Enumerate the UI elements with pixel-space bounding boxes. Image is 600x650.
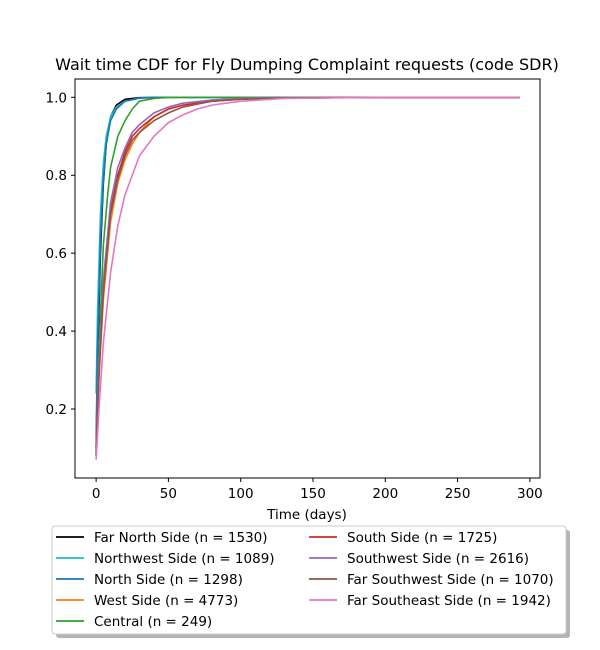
series-line-2 <box>95 96 520 437</box>
legend-entries: Far North Side (n = 1530) Northwest Side … <box>56 530 554 630</box>
legend-label-2: North Side (n = 1298) <box>94 572 243 588</box>
legend-label-5: South Side (n = 1725) <box>347 530 497 546</box>
legend: Far North Side (n = 1530) Northwest Side … <box>51 525 570 638</box>
legend-label-6: Southwest Side (n = 2616) <box>347 551 529 567</box>
x-tick-label: 300 <box>517 486 543 502</box>
series-line-0 <box>95 96 520 456</box>
series-line-1 <box>95 96 520 394</box>
legend-box <box>51 525 567 635</box>
x-tick-label: 150 <box>300 486 326 502</box>
chart-title: Wait time CDF for Fly Dumping Complaint … <box>55 55 559 74</box>
y-tick-label: 1.0 <box>46 90 67 106</box>
x-tick-label: 100 <box>228 486 254 502</box>
series-line-7 <box>95 96 520 449</box>
plot-frame <box>74 78 541 479</box>
legend-label-0: Far North Side (n = 1530) <box>94 530 268 546</box>
legend-label-7: Far Southwest Side (n = 1070) <box>347 572 554 588</box>
legend-label-4: Central (n = 249) <box>94 614 212 630</box>
series-line-5 <box>95 96 520 445</box>
legend-label-1: Northwest Side (n = 1089) <box>94 551 275 567</box>
x-tick-label: 50 <box>160 486 177 502</box>
x-axis-ticks: 0 50 100 150 200 250 300 <box>92 478 543 502</box>
series-line-8 <box>95 96 520 460</box>
series-line-6 <box>95 96 520 441</box>
x-tick-label: 0 <box>92 486 101 502</box>
series-line-3 <box>95 96 520 449</box>
y-axis-ticks: 0.2 0.4 0.6 0.8 1.0 <box>46 90 75 418</box>
y-tick-label: 0.8 <box>46 168 67 184</box>
series-line-4 <box>95 96 520 456</box>
y-tick-label: 0.6 <box>46 246 67 262</box>
series-layer <box>95 96 520 460</box>
y-tick-label: 0.4 <box>46 324 67 340</box>
legend-label-8: Far Southeast Side (n = 1942) <box>347 593 551 609</box>
x-tick-label: 250 <box>445 486 471 502</box>
x-axis-label: Time (days) <box>266 507 347 523</box>
legend-label-3: West Side (n = 4773) <box>94 593 238 609</box>
x-tick-label: 200 <box>372 486 398 502</box>
y-tick-label: 0.2 <box>46 402 67 418</box>
